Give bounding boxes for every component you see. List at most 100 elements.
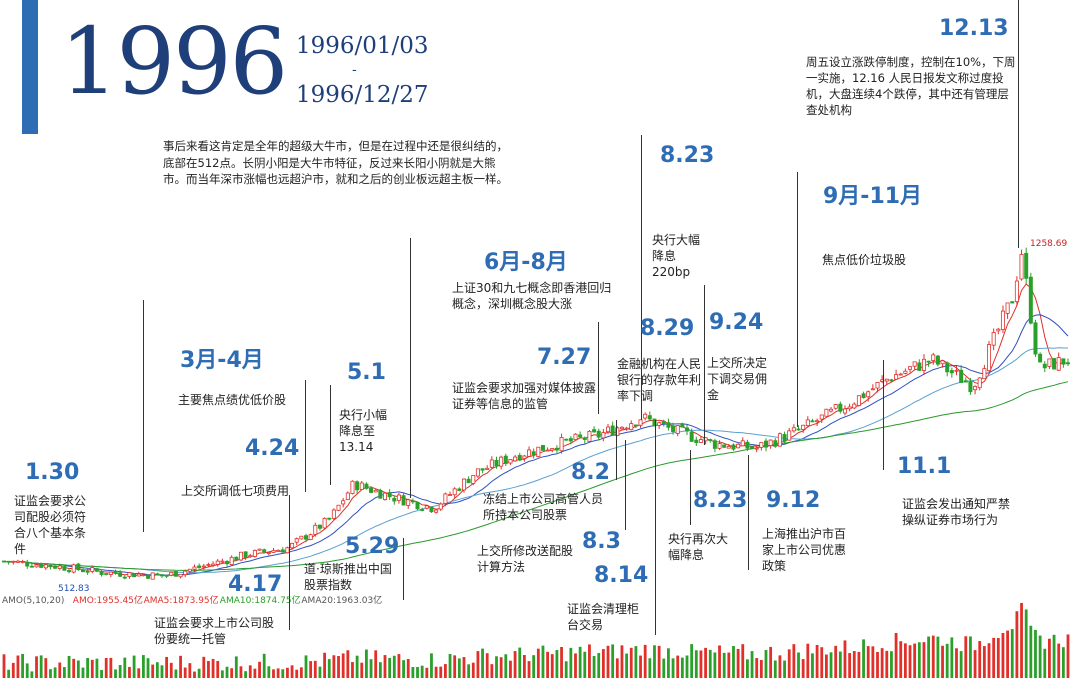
- pointer-line-4-17: [289, 495, 290, 630]
- volume-bar: [550, 654, 554, 678]
- volume-bar: [193, 671, 196, 678]
- candle-body: [722, 444, 727, 448]
- volume-bar: [341, 653, 345, 678]
- candle-body: [931, 354, 936, 361]
- volume-bar: [964, 636, 968, 678]
- candle-body: [183, 570, 188, 575]
- candle-body: [763, 440, 768, 448]
- candle-body: [657, 422, 662, 426]
- volume-bar: [639, 655, 642, 678]
- volume-bar: [615, 658, 619, 678]
- volume-bar: [969, 636, 972, 678]
- volume-bar: [313, 660, 317, 678]
- candle-body: [308, 534, 313, 540]
- candle-body: [211, 563, 216, 566]
- volume-bar: [546, 651, 550, 678]
- volume-bar: [588, 644, 591, 678]
- annotation-date-8-14: 8.14: [594, 563, 649, 588]
- volume-bar: [141, 655, 145, 678]
- candle-body: [173, 571, 178, 577]
- candle-body: [452, 488, 457, 496]
- candle-body: [643, 413, 648, 419]
- candle-body: [438, 503, 443, 510]
- volume-bar: [941, 645, 944, 678]
- volume-bar: [132, 655, 136, 678]
- candle-body: [187, 568, 192, 572]
- pointer-line-4-24: [305, 380, 306, 492]
- volume-bar: [467, 664, 471, 678]
- candle-body: [1038, 353, 1043, 363]
- candlesticks: [2, 247, 1071, 580]
- annotation-text-9-24: 上交所决定下调交易佣金: [707, 356, 768, 402]
- candle-body: [29, 565, 34, 568]
- annotation-text-9-11: 焦点低价垃圾股: [822, 253, 907, 267]
- volume-bar: [1029, 625, 1033, 678]
- ma5-line: [3, 283, 1069, 576]
- volume-bar: [49, 669, 52, 678]
- candle-body: [90, 567, 95, 572]
- candle-body: [192, 566, 197, 570]
- volume-bar: [838, 651, 842, 678]
- candle-body: [1024, 252, 1029, 279]
- candle-body: [448, 494, 453, 496]
- volume-bar: [662, 658, 666, 678]
- candle-body: [276, 550, 281, 552]
- candle-body: [345, 492, 350, 501]
- volume-bar: [1066, 634, 1070, 678]
- candle-body: [508, 459, 513, 464]
- candle-body: [1014, 280, 1019, 303]
- candle-body: [833, 404, 838, 409]
- volume-bar: [225, 666, 229, 678]
- candle-body: [396, 494, 401, 501]
- annotation-date-11-1: 11.1: [897, 454, 952, 479]
- candle-body: [689, 431, 694, 442]
- candle-body: [146, 574, 151, 579]
- volume-bar: [955, 648, 958, 678]
- candle-body: [387, 492, 392, 498]
- annotation-text-4-24: 上交所调低七项费用: [181, 484, 290, 498]
- volume-bar: [620, 645, 624, 678]
- volume-bar: [425, 667, 429, 678]
- candle-body: [773, 440, 778, 447]
- volume-bar: [165, 656, 169, 678]
- volume-bar: [267, 666, 271, 678]
- pointer-line-6-8: [410, 238, 411, 498]
- volume-bar: [35, 656, 38, 678]
- volume-bar: [434, 666, 438, 678]
- volume-bar: [63, 667, 66, 678]
- candle-body: [629, 423, 634, 431]
- volume-bar: [764, 650, 768, 678]
- candle-body: [6, 560, 11, 563]
- candle-body: [434, 509, 439, 513]
- candle-body: [85, 570, 90, 573]
- candle-body: [671, 425, 676, 432]
- pointer-line-8-23-top: [641, 135, 642, 420]
- volume-bar: [1015, 611, 1019, 678]
- candle-body: [787, 430, 792, 441]
- volume-bar: [936, 636, 940, 678]
- volume-bar: [1043, 648, 1047, 678]
- candle-body: [624, 427, 629, 430]
- candle-body: [675, 425, 680, 434]
- volume-bar: [750, 651, 754, 678]
- candle-body: [197, 565, 202, 568]
- volume-bar: [917, 642, 921, 678]
- annotation-date-12-13: 12.13: [939, 16, 1009, 41]
- candle-body: [229, 556, 234, 565]
- candle-body: [359, 482, 364, 490]
- pointer-line-9-24: [797, 172, 798, 427]
- volume-bar: [448, 653, 452, 678]
- pointer-line-9-12: [748, 455, 749, 570]
- candle-body: [234, 556, 239, 561]
- candle-body: [801, 424, 806, 430]
- candle-body: [945, 362, 950, 373]
- candle-body: [299, 535, 304, 540]
- candle-body: [759, 442, 764, 448]
- volume-bar: [430, 653, 433, 678]
- volume-bar: [834, 645, 838, 678]
- candle-body: [1066, 362, 1071, 365]
- pointer-line-12-13: [1018, 0, 1019, 248]
- candle-body: [159, 574, 164, 577]
- candle-body: [76, 563, 81, 571]
- candle-body: [917, 362, 922, 371]
